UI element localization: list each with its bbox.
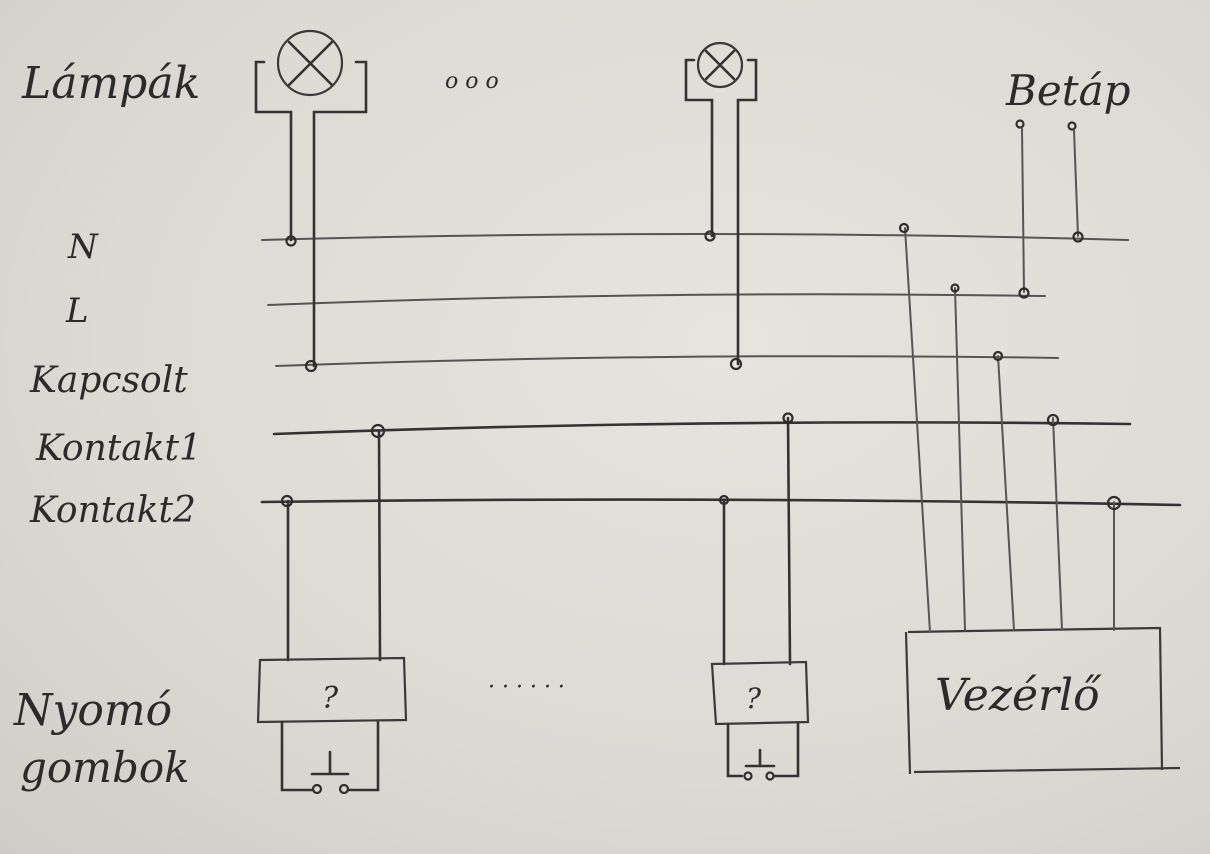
button-2-unknown-label: ? bbox=[746, 682, 762, 715]
controller-wire-contact1 bbox=[1052, 417, 1063, 631]
lamp-2 bbox=[684, 41, 758, 366]
node-btn1-contact2 bbox=[280, 494, 294, 508]
lamp-1-cross-icon bbox=[287, 40, 334, 87]
bus-line-switched bbox=[275, 355, 1059, 367]
lamp-1 bbox=[254, 29, 368, 368]
controller-wire-l bbox=[954, 287, 966, 631]
push-button-1-icon bbox=[280, 720, 380, 795]
button-2-module-box bbox=[710, 660, 810, 726]
button-1-unknown-label: ? bbox=[322, 681, 339, 716]
controller-label: Vezérlő bbox=[935, 670, 1102, 721]
bus-line-n bbox=[261, 233, 1129, 241]
bus-line-contact2 bbox=[260, 498, 1182, 507]
label-bus-contact2: Kontakt2 bbox=[29, 490, 196, 531]
node-ctrl-switched bbox=[992, 350, 1004, 362]
lamp-2-cross-icon bbox=[704, 49, 736, 81]
node-ctrl-contact1 bbox=[1046, 413, 1060, 427]
power-wire-l bbox=[1021, 127, 1025, 293]
bus-line-l bbox=[267, 293, 1046, 306]
node-ctrl-n bbox=[898, 222, 910, 234]
node-ctrl-l bbox=[950, 283, 960, 293]
controller-wire-n bbox=[904, 227, 931, 633]
label-buttons-line1: Nyomó bbox=[13, 685, 172, 736]
lamps-continuation-dots: o o o bbox=[445, 69, 499, 94]
node-lamp1-n bbox=[285, 235, 297, 247]
label-bus-contact1: Kontakt1 bbox=[35, 428, 202, 469]
lamp-2-bulb-icon bbox=[696, 41, 744, 89]
label-lamps: Lámpák bbox=[21, 58, 200, 109]
node-lamp2-n bbox=[704, 230, 716, 242]
node-power-n bbox=[1072, 231, 1084, 243]
label-bus-l: L bbox=[65, 291, 89, 331]
label-power: Betáp bbox=[1005, 66, 1131, 115]
controller-wire-switched bbox=[997, 355, 1015, 631]
node-btn1-contact1 bbox=[370, 423, 386, 439]
push-button-2-icon bbox=[726, 722, 800, 781]
node-lamp1-switched bbox=[304, 359, 318, 373]
button-1-module-box bbox=[256, 656, 408, 724]
node-btn2-contact1 bbox=[782, 412, 794, 424]
node-power-l bbox=[1018, 287, 1030, 299]
power-terminal-1 bbox=[1015, 119, 1025, 129]
label-bus-switched: Kapcsolt bbox=[29, 360, 188, 401]
node-ctrl-contact2 bbox=[1106, 495, 1122, 511]
bus-line-contact1 bbox=[272, 421, 1132, 436]
buttons-continuation-dots: · · · · · · bbox=[488, 675, 565, 700]
node-btn2-contact2 bbox=[718, 494, 730, 506]
label-bus-n: N bbox=[67, 227, 99, 267]
controller-box bbox=[904, 626, 1181, 775]
power-wire-n bbox=[1073, 129, 1079, 237]
node-lamp2-switched bbox=[729, 357, 743, 371]
label-buttons-line2: gombok bbox=[20, 743, 190, 792]
lamp-1-bulb-icon bbox=[276, 29, 344, 97]
power-terminal-2 bbox=[1067, 121, 1077, 131]
